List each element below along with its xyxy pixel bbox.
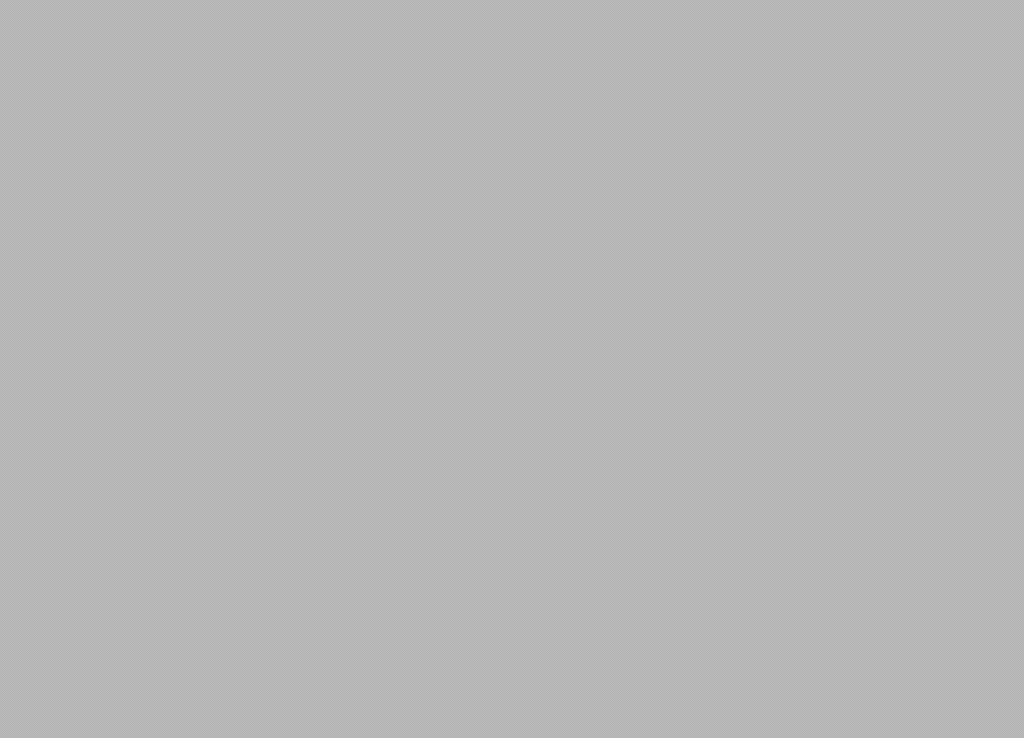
chart-canvas[interactable] [0, 0, 1024, 738]
ninjatrader-chart-window [0, 0, 1024, 738]
